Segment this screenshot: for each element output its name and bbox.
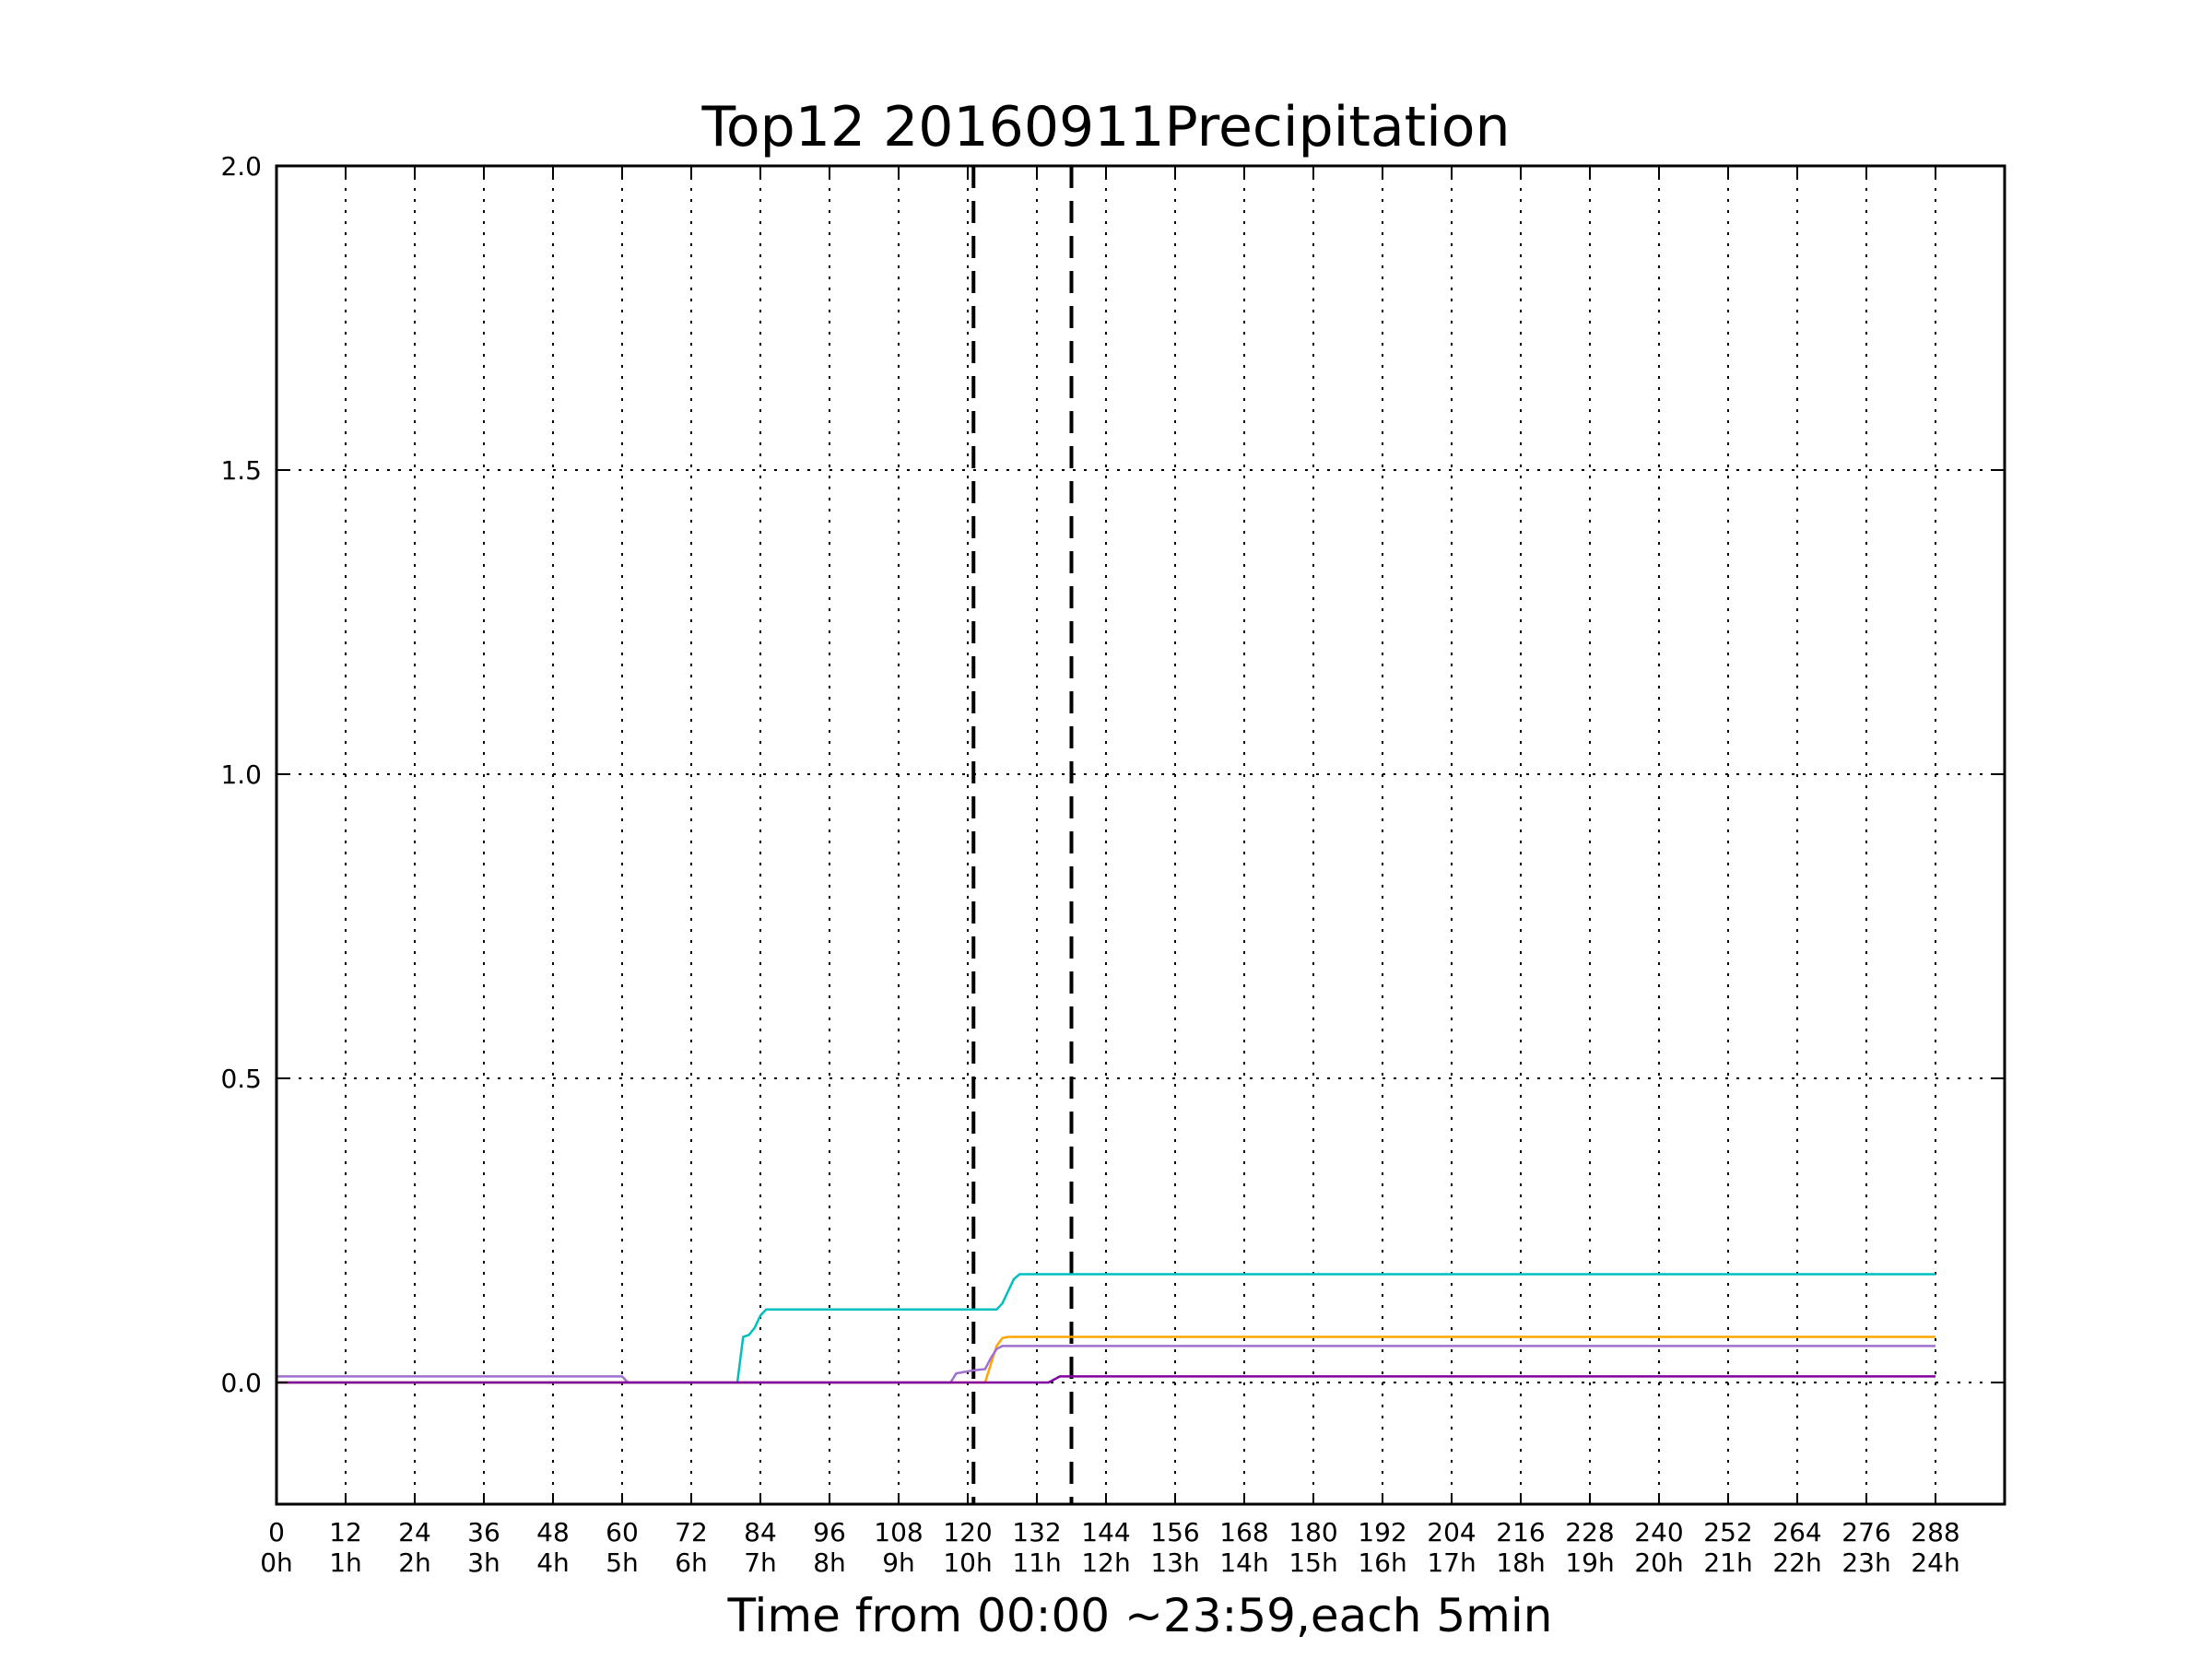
x-tick-sublabel: 17h <box>1427 1547 1476 1578</box>
x-tick-sublabel: 15h <box>1288 1547 1337 1578</box>
x-tick-sublabel: 7h <box>744 1547 777 1578</box>
x-tick-label: 276 <box>1841 1517 1890 1547</box>
x-tick-sublabel: 16h <box>1358 1547 1406 1578</box>
x-tick-sublabel: 13h <box>1150 1547 1199 1578</box>
y-tick-label: 0.5 <box>220 1064 262 1094</box>
x-tick-label: 60 <box>606 1517 639 1547</box>
x-tick-label: 240 <box>1634 1517 1683 1547</box>
x-axis-label: Time from 00:00 ~23:59,each 5min <box>727 1589 1553 1642</box>
x-tick-sublabel: 18h <box>1496 1547 1545 1578</box>
x-tick-label: 264 <box>1772 1517 1821 1547</box>
x-tick-label: 156 <box>1150 1517 1199 1547</box>
x-tick-label: 120 <box>943 1517 992 1547</box>
y-tick-label: 2.0 <box>220 151 262 182</box>
x-tick-sublabel: 3h <box>467 1547 500 1578</box>
x-tick-sublabel: 2h <box>398 1547 431 1578</box>
x-tick-sublabel: 6h <box>675 1547 708 1578</box>
x-tick-label: 216 <box>1496 1517 1545 1547</box>
x-tick-sublabel: 12h <box>1081 1547 1130 1578</box>
x-tick-label: 0 <box>268 1517 285 1547</box>
x-tick-label: 84 <box>744 1517 777 1547</box>
series-layer <box>276 1273 1936 1384</box>
chart-title: Top12 20160911Precipitation <box>700 95 1510 159</box>
plot-area-frame <box>275 164 2006 1506</box>
x-tick-label: 132 <box>1012 1517 1061 1547</box>
x-tick-label: 72 <box>675 1517 708 1547</box>
vline-layer <box>971 166 1074 1504</box>
x-tick-label: 180 <box>1288 1517 1337 1547</box>
x-tick-label: 36 <box>467 1517 500 1547</box>
x-tick-label: 168 <box>1219 1517 1268 1547</box>
series-lightpurple-line <box>276 1345 1936 1384</box>
x-tick-label: 252 <box>1703 1517 1752 1547</box>
x-tick-label: 48 <box>536 1517 570 1547</box>
x-tick-sublabel: 23h <box>1841 1547 1890 1578</box>
x-tick-sublabel: 8h <box>813 1547 846 1578</box>
x-tick-sublabel: 24h <box>1911 1547 1959 1578</box>
x-tick-label: 144 <box>1081 1517 1130 1547</box>
x-tick-sublabel: 22h <box>1772 1547 1821 1578</box>
x-tick-sublabel: 10h <box>943 1547 992 1578</box>
x-tick-sublabel: 4h <box>536 1547 570 1578</box>
x-tick-label: 192 <box>1358 1517 1406 1547</box>
series-purple-line <box>276 1375 1936 1384</box>
x-tick-sublabel: 1h <box>329 1547 362 1578</box>
y-tick-label: 1.5 <box>220 455 262 486</box>
y-tick-label: 1.0 <box>220 759 262 790</box>
x-tick-sublabel: 14h <box>1219 1547 1268 1578</box>
x-tick-sublabel: 19h <box>1565 1547 1614 1578</box>
x-tick-label: 24 <box>398 1517 431 1547</box>
x-tick-label: 288 <box>1911 1517 1959 1547</box>
x-tick-label: 204 <box>1427 1517 1476 1547</box>
x-tick-sublabel: 21h <box>1703 1547 1752 1578</box>
x-tick-sublabel: 9h <box>882 1547 915 1578</box>
x-tick-sublabel: 11h <box>1012 1547 1061 1578</box>
x-tick-sublabel: 5h <box>606 1547 639 1578</box>
x-tick-label: 12 <box>329 1517 362 1547</box>
series-cyan-line <box>276 1273 1936 1384</box>
x-tick-sublabel: 0h <box>260 1547 293 1578</box>
x-tick-label: 108 <box>874 1517 923 1547</box>
x-tick-label: 228 <box>1565 1517 1614 1547</box>
x-tick-label: 96 <box>813 1517 846 1547</box>
x-tick-sublabel: 20h <box>1634 1547 1683 1578</box>
y-tick-label: 0.0 <box>220 1368 262 1398</box>
